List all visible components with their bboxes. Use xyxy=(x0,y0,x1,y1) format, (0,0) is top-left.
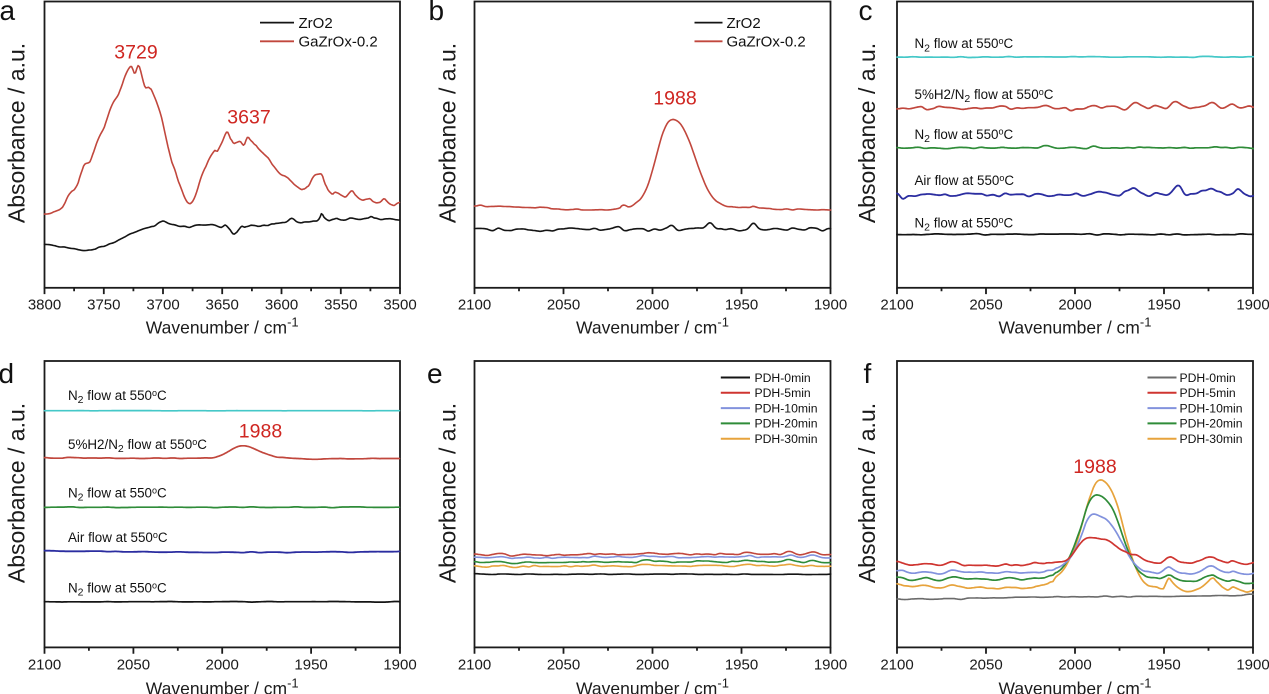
svg-text:2000: 2000 xyxy=(1058,297,1091,314)
svg-text:Wavenumber / cm-1: Wavenumber / cm-1 xyxy=(146,315,299,338)
svg-text:N2 flow at 550oC: N2 flow at 550oC xyxy=(915,36,1014,54)
svg-text:Absorbance / a.u.: Absorbance / a.u. xyxy=(435,403,461,583)
svg-text:PDH-30min: PDH-30min xyxy=(1180,432,1243,446)
svg-text:e: e xyxy=(427,358,443,389)
svg-text:Air flow at 550oC: Air flow at 550oC xyxy=(68,530,168,545)
svg-text:2050: 2050 xyxy=(969,656,1002,673)
svg-text:N2 flow at 550oC: N2 flow at 550oC xyxy=(915,127,1014,145)
svg-text:GaZrOx-0.2: GaZrOx-0.2 xyxy=(727,34,806,51)
svg-text:3700: 3700 xyxy=(146,297,179,314)
svg-text:2050: 2050 xyxy=(547,297,580,314)
svg-text:2100: 2100 xyxy=(28,656,61,673)
svg-text:3500: 3500 xyxy=(383,297,416,314)
svg-text:1900: 1900 xyxy=(814,656,847,673)
svg-text:3729: 3729 xyxy=(114,42,157,64)
svg-text:d: d xyxy=(0,358,14,389)
svg-text:2100: 2100 xyxy=(458,656,491,673)
svg-text:1900: 1900 xyxy=(383,656,416,673)
svg-text:3750: 3750 xyxy=(87,297,120,314)
svg-text:Wavenumber / cm-1: Wavenumber / cm-1 xyxy=(146,675,299,694)
svg-text:PDH-0min: PDH-0min xyxy=(1180,371,1236,385)
svg-text:PDH-20min: PDH-20min xyxy=(1180,417,1243,431)
svg-text:PDH-10min: PDH-10min xyxy=(755,401,818,415)
svg-text:3800: 3800 xyxy=(28,297,61,314)
svg-text:3550: 3550 xyxy=(324,297,357,314)
svg-text:2050: 2050 xyxy=(117,656,150,673)
svg-text:2100: 2100 xyxy=(880,656,913,673)
svg-text:1950: 1950 xyxy=(725,656,758,673)
svg-text:N2 flow at 550oC: N2 flow at 550oC xyxy=(68,580,167,598)
svg-text:N2 flow at 550oC: N2 flow at 550oC xyxy=(915,215,1014,233)
svg-text:GaZrOx-0.2: GaZrOx-0.2 xyxy=(299,34,378,51)
svg-text:2000: 2000 xyxy=(636,656,669,673)
svg-text:Air flow at 550oC: Air flow at 550oC xyxy=(915,173,1015,188)
svg-text:Absorbance / a.u.: Absorbance / a.u. xyxy=(4,403,30,583)
svg-text:2050: 2050 xyxy=(969,297,1002,314)
svg-text:3600: 3600 xyxy=(265,297,298,314)
svg-text:c: c xyxy=(859,0,873,26)
svg-text:Wavenumber / cm-1: Wavenumber / cm-1 xyxy=(999,315,1152,338)
svg-text:1900: 1900 xyxy=(1236,656,1269,673)
svg-text:Absorbance / a.u.: Absorbance / a.u. xyxy=(854,403,880,583)
svg-text:PDH-30min: PDH-30min xyxy=(755,432,818,446)
svg-text:Wavenumber / cm-1: Wavenumber / cm-1 xyxy=(576,315,729,338)
svg-text:Absorbance / a.u.: Absorbance / a.u. xyxy=(854,43,880,223)
svg-text:1988: 1988 xyxy=(653,88,696,110)
svg-text:5%H2/N2 flow at 550oC: 5%H2/N2 flow at 550oC xyxy=(915,87,1054,105)
svg-text:PDH-20min: PDH-20min xyxy=(755,417,818,431)
svg-text:2000: 2000 xyxy=(1058,656,1091,673)
svg-text:2000: 2000 xyxy=(206,656,239,673)
svg-text:3650: 3650 xyxy=(206,297,239,314)
svg-text:1950: 1950 xyxy=(1147,297,1180,314)
svg-text:1988: 1988 xyxy=(1073,456,1116,478)
svg-text:1988: 1988 xyxy=(239,421,282,443)
svg-text:b: b xyxy=(429,0,445,26)
svg-text:PDH-5min: PDH-5min xyxy=(1180,386,1236,400)
svg-text:1900: 1900 xyxy=(1236,297,1269,314)
svg-text:PDH-0min: PDH-0min xyxy=(755,371,811,385)
svg-text:Wavenumber / cm-1: Wavenumber / cm-1 xyxy=(576,675,729,694)
svg-text:1950: 1950 xyxy=(1147,656,1180,673)
svg-text:N2 flow at 550oC: N2 flow at 550oC xyxy=(68,388,167,406)
svg-text:ZrO2: ZrO2 xyxy=(727,15,761,32)
svg-text:1950: 1950 xyxy=(294,656,327,673)
svg-text:Absorbance / a.u.: Absorbance / a.u. xyxy=(4,43,30,223)
svg-text:PDH-5min: PDH-5min xyxy=(755,386,811,400)
svg-text:PDH-10min: PDH-10min xyxy=(1180,401,1243,415)
svg-text:1900: 1900 xyxy=(814,297,847,314)
svg-text:N2 flow at 550oC: N2 flow at 550oC xyxy=(68,485,167,503)
svg-text:2100: 2100 xyxy=(880,297,913,314)
svg-text:Absorbance / a.u.: Absorbance / a.u. xyxy=(435,43,461,223)
svg-text:f: f xyxy=(864,358,872,389)
svg-text:3637: 3637 xyxy=(227,107,270,129)
svg-text:Wavenumber / cm-1: Wavenumber / cm-1 xyxy=(999,675,1152,694)
svg-text:1950: 1950 xyxy=(725,297,758,314)
svg-text:2100: 2100 xyxy=(458,297,491,314)
svg-text:2050: 2050 xyxy=(547,656,580,673)
svg-text:a: a xyxy=(0,0,16,26)
svg-text:ZrO2: ZrO2 xyxy=(299,15,333,32)
svg-text:2000: 2000 xyxy=(636,297,669,314)
svg-text:5%H2/N2 flow at 550oC: 5%H2/N2 flow at 550oC xyxy=(68,437,207,455)
